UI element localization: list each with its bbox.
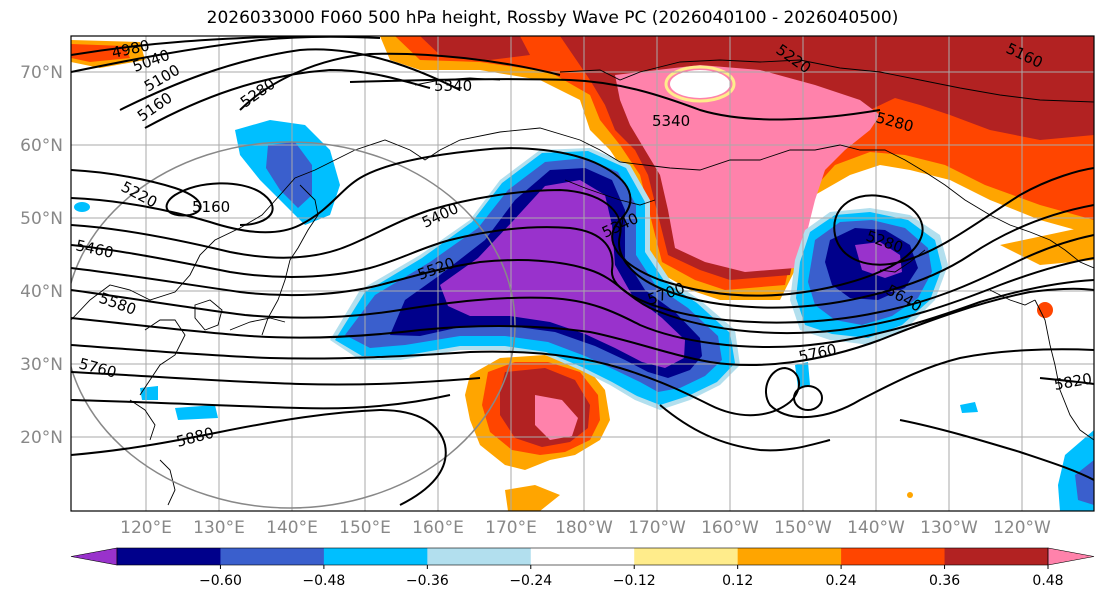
lon-label: 120°W — [993, 518, 1051, 538]
colorbar-tick-label: 0.24 — [826, 573, 857, 589]
latitude-axis: 70°N 60°N 50°N 40°N 30°N 20°N — [20, 63, 63, 448]
height-contours — [71, 36, 1094, 506]
lon-label: 150°W — [774, 518, 832, 538]
lon-label: 170°E — [485, 518, 537, 538]
colorbar-segment — [737, 548, 842, 565]
colorbar-tick-label: 0.12 — [722, 573, 753, 589]
colorbar-segment — [323, 548, 428, 565]
great-circle — [71, 141, 516, 509]
map-frame — [70, 35, 1095, 512]
colorbar-tick-label: 0.36 — [929, 573, 960, 589]
colorbar-segment — [427, 548, 532, 565]
colorbar-segment — [70, 547, 118, 566]
longitude-axis: 120°E 130°E 140°E 150°E 160°E 170°E 180°… — [120, 518, 1051, 538]
colorbar-tick-label: −0.60 — [199, 573, 242, 589]
contour-label: 5160 — [192, 198, 230, 216]
lat-label: 50°N — [20, 209, 63, 229]
colorbar-segment — [1047, 547, 1095, 566]
colorbar-segment — [220, 548, 325, 565]
positive-anomaly-north — [71, 36, 1094, 300]
lon-label: 130°E — [193, 518, 245, 538]
contour-label: 5340 — [434, 77, 472, 95]
colorbar-tick-label: −0.12 — [613, 573, 656, 589]
contour-label: 5340 — [652, 112, 690, 130]
colorbar-tick-label: −0.24 — [509, 573, 552, 589]
colorbar-tick-label: −0.36 — [406, 573, 449, 589]
lat-label: 70°N — [20, 63, 63, 83]
lon-label: 160°E — [412, 518, 464, 538]
colorbar: −0.60 −0.48 −0.36 −0.24 −0.12 0.12 0.24 0.36 0.4… — [70, 547, 1095, 589]
lon-label: 140°W — [847, 518, 905, 538]
lat-label: 30°N — [20, 355, 63, 375]
map-title: 2026033000 F060 500 hPa height, Rossby W… — [206, 8, 899, 28]
lat-label: 40°N — [20, 282, 63, 302]
lon-label: 130°W — [920, 518, 978, 538]
lat-label: 60°N — [20, 136, 63, 156]
lon-label: 180°W — [555, 518, 613, 538]
colorbar-tick-label: −0.48 — [302, 573, 345, 589]
lon-label: 160°W — [701, 518, 759, 538]
colorbar-segment — [841, 548, 946, 565]
colorbar-frame — [116, 547, 1049, 566]
colorbar-segment — [117, 548, 221, 565]
lon-label: 120°E — [120, 518, 172, 538]
lon-label: 140°E — [266, 518, 318, 538]
colorbar-segment — [530, 548, 635, 565]
colorbar-segment — [944, 548, 1049, 565]
map-area: 4980 5040 5100 5160 5280 5340 5220 5160 … — [71, 36, 1094, 511]
colorbar-tick-label: 0.48 — [1032, 573, 1063, 589]
lat-label: 20°N — [20, 428, 63, 448]
lon-label: 150°E — [339, 518, 391, 538]
lon-label: 170°W — [628, 518, 686, 538]
colorbar-segment — [634, 548, 739, 565]
map-gridlines — [71, 36, 1094, 511]
